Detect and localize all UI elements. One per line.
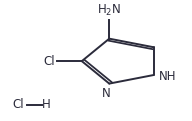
Text: H$_2$N: H$_2$N — [97, 3, 121, 18]
Text: Cl: Cl — [44, 55, 55, 68]
Text: NH: NH — [159, 70, 177, 83]
Text: N: N — [102, 87, 111, 100]
Text: Cl: Cl — [13, 98, 24, 111]
Text: H: H — [41, 98, 50, 111]
